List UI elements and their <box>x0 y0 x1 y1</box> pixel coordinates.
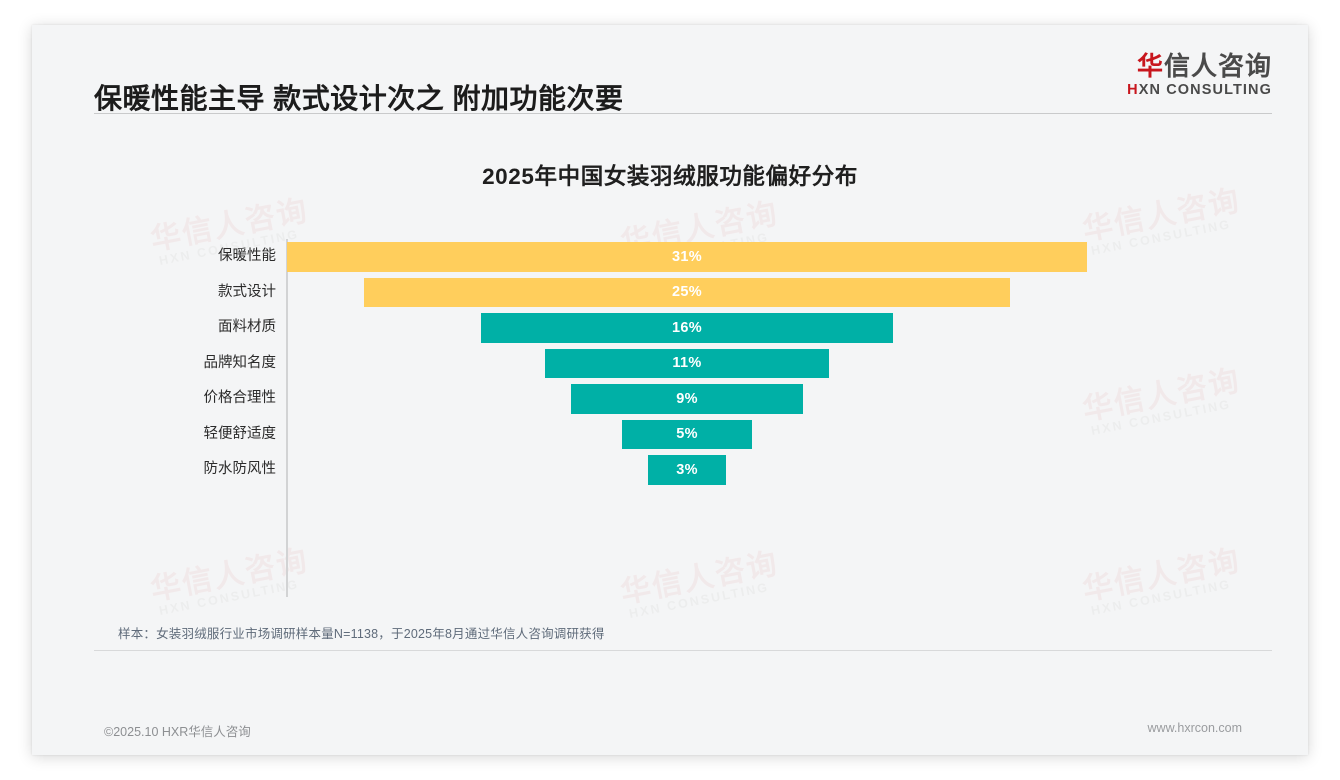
funnel-bar: 16% <box>480 313 894 343</box>
funnel-row: 面料材质 16% <box>32 310 1308 346</box>
funnel-row: 品牌知名度 11% <box>32 346 1308 382</box>
funnel-bar: 5% <box>622 419 752 449</box>
slide-header: 保暖性能主导 款式设计次之 附加功能次要 华信人咨询 HXN CONSULTIN… <box>32 25 1308 123</box>
footer-divider <box>94 650 1272 651</box>
brand-logo-cn-rest: 信人咨询 <box>1163 51 1272 81</box>
footer-copyright: ©2025.10 HXR华信人咨询 <box>104 725 251 739</box>
category-label: 价格合理性 <box>203 390 277 406</box>
brand-logo-cn-accent: 华 <box>1136 51 1164 81</box>
brand-logo-en-accent: H <box>1127 82 1139 99</box>
funnel-bar: 3% <box>648 455 726 485</box>
brand-logo: 华信人咨询 HXN CONSULTING <box>1127 51 1272 98</box>
funnel-bar: 31% <box>287 242 1087 272</box>
source-note: 样本：女装羽绒服行业市场调研样本量N=1138，于2025年8月通过华信人咨询调… <box>118 627 605 641</box>
category-label: 品牌知名度 <box>203 354 277 371</box>
footer-website[interactable]: www.hxrcon.com <box>1147 721 1242 735</box>
bar-value-label: 11% <box>672 355 702 372</box>
chart-plot: 保暖性能 31% 款式设计 25% 面料材质 16% 品牌知名度 11% 价格合理性 9% 轻便舒适… <box>32 239 1308 629</box>
funnel-row: 防水防风性 3% <box>32 452 1308 488</box>
chart-area: 2025年中国女装羽绒服功能偏好分布 保暖性能 31% 款式设计 25% 面料材质 16%… <box>32 123 1308 663</box>
bar-value-label: 16% <box>672 319 702 336</box>
category-label: 防水防风性 <box>203 461 277 477</box>
funnel-row: 轻便舒适度 5% <box>32 417 1308 453</box>
brand-logo-cn: 华信人咨询 <box>1127 51 1272 81</box>
page-title: 保暖性能主导 款式设计次之 附加功能次要 <box>94 83 624 114</box>
brand-logo-en: HXN CONSULTING <box>1127 82 1272 98</box>
bar-value-label: 3% <box>676 461 698 478</box>
bar-value-label: 9% <box>676 390 698 407</box>
funnel-bar: 9% <box>570 384 804 414</box>
funnel-row: 价格合理性 9% <box>32 381 1308 417</box>
brand-logo-en-rest: XN CONSULTING <box>1138 82 1272 99</box>
chart-title: 2025年中国女装羽绒服功能偏好分布 <box>482 164 858 189</box>
slide-card: 华信人咨询 HXN CONSULTING 华信人咨询 HXN CONSULTIN… <box>32 25 1308 755</box>
footer-bar: ©2025.10 HXR华信人咨询 www.hxrcon.com <box>32 707 1308 755</box>
funnel-bar: 11% <box>545 348 829 378</box>
category-label: 款式设计 <box>218 283 276 300</box>
header-divider <box>94 113 1272 114</box>
bar-value-label: 25% <box>672 284 702 301</box>
funnel-bar: 25% <box>364 277 1010 307</box>
chart-axis-line <box>286 239 288 597</box>
category-label: 保暖性能 <box>218 248 276 264</box>
funnel-row: 保暖性能 31% <box>32 239 1308 275</box>
bar-value-label: 5% <box>676 426 698 443</box>
bar-value-label: 31% <box>672 248 702 265</box>
category-label: 面料材质 <box>218 319 276 335</box>
category-label: 轻便舒适度 <box>203 425 277 442</box>
funnel-bars: 保暖性能 31% 款式设计 25% 面料材质 16% 品牌知名度 11% 价格合理性 9% 轻便舒适… <box>32 239 1308 488</box>
funnel-row: 款式设计 25% <box>32 275 1308 311</box>
